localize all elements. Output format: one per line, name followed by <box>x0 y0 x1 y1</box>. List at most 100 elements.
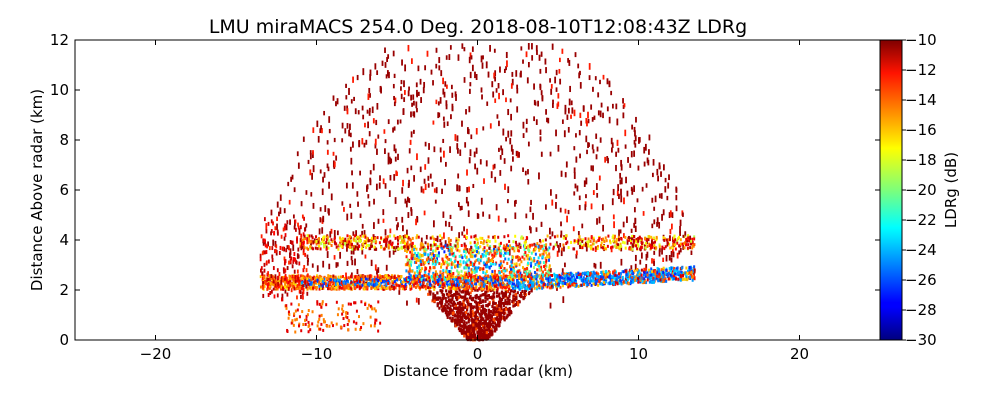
data-cell <box>488 278 491 282</box>
data-cell <box>598 175 601 181</box>
data-cell <box>373 198 375 205</box>
data-cell <box>368 107 371 113</box>
data-cell <box>330 193 333 201</box>
data-cell <box>596 272 599 276</box>
data-cell <box>496 276 499 280</box>
data-cell <box>426 50 429 57</box>
data-cell <box>466 297 469 301</box>
data-cell <box>501 264 504 268</box>
data-cell <box>288 313 291 317</box>
data-cell <box>533 256 536 260</box>
data-cell <box>688 265 691 269</box>
data-cell <box>461 43 464 49</box>
data-cell <box>263 276 266 280</box>
data-cell <box>541 270 544 274</box>
data-cell <box>507 244 510 248</box>
data-cell <box>443 276 446 280</box>
data-cell <box>318 314 321 318</box>
data-cell <box>408 264 411 268</box>
data-cell <box>368 111 371 116</box>
data-cell <box>437 277 440 281</box>
data-cell <box>608 116 611 124</box>
data-cell <box>453 260 456 264</box>
data-cell <box>473 151 476 158</box>
data-cell <box>604 276 607 280</box>
data-cell <box>670 267 673 271</box>
data-cell <box>526 267 529 271</box>
data-cell <box>586 120 588 127</box>
data-cell <box>682 273 685 277</box>
data-cell <box>312 202 315 209</box>
data-cell <box>352 245 355 250</box>
data-cell <box>407 263 410 267</box>
data-cell <box>643 277 646 281</box>
data-cell <box>356 285 359 289</box>
data-cell <box>366 274 369 278</box>
data-cell <box>653 278 656 282</box>
data-cell <box>548 282 551 286</box>
data-cell <box>485 280 488 284</box>
data-cell <box>658 193 661 199</box>
data-cell <box>606 274 609 278</box>
data-cell <box>267 241 270 247</box>
data-cell <box>630 270 633 274</box>
data-cell <box>486 297 489 301</box>
data-cell <box>653 260 655 266</box>
data-cell <box>443 308 446 312</box>
data-cell <box>444 220 447 227</box>
data-cell <box>367 93 370 100</box>
data-cell <box>419 269 422 273</box>
data-cell <box>538 264 541 268</box>
data-cell <box>469 291 472 295</box>
data-cell <box>302 287 305 291</box>
data-cell <box>564 104 567 112</box>
data-cell <box>545 276 548 280</box>
data-cell <box>558 247 560 253</box>
data-cell <box>668 212 671 219</box>
data-cell <box>415 278 418 282</box>
data-cell <box>424 65 427 71</box>
data-cell <box>493 48 496 53</box>
data-cell <box>446 271 449 275</box>
data-cell <box>485 61 488 69</box>
data-cell <box>523 241 526 245</box>
data-cell <box>533 266 536 270</box>
data-cell <box>512 255 515 259</box>
data-cell <box>524 284 527 288</box>
data-cell <box>283 280 286 284</box>
data-cell <box>408 246 411 250</box>
data-cell <box>373 278 376 282</box>
data-cell <box>440 301 444 305</box>
data-cell <box>357 201 359 207</box>
data-cell <box>606 156 609 161</box>
data-cell <box>504 183 506 190</box>
data-cell <box>493 249 496 253</box>
data-cell <box>388 71 390 79</box>
data-cell <box>673 266 676 270</box>
data-cell <box>276 201 279 208</box>
data-cell <box>533 286 536 290</box>
data-cell <box>386 278 389 282</box>
data-cell <box>459 205 462 211</box>
data-cell <box>321 127 323 134</box>
data-cell <box>476 318 480 322</box>
data-cell <box>540 90 543 96</box>
data-cell <box>433 274 436 278</box>
data-cell <box>336 230 339 236</box>
data-cell <box>427 253 430 257</box>
data-cell <box>495 294 499 298</box>
data-cell <box>517 300 520 304</box>
data-cell <box>596 218 598 225</box>
data-cell <box>449 249 452 253</box>
data-cell <box>493 291 496 295</box>
data-cell <box>454 321 457 325</box>
data-cell <box>541 278 544 282</box>
data-cell <box>412 284 415 288</box>
data-cell <box>359 328 362 332</box>
data-cell <box>461 314 464 318</box>
data-cell <box>451 273 454 277</box>
data-cell <box>446 273 449 277</box>
data-cell <box>461 120 463 127</box>
data-cell <box>548 246 551 250</box>
data-cell <box>417 256 420 260</box>
